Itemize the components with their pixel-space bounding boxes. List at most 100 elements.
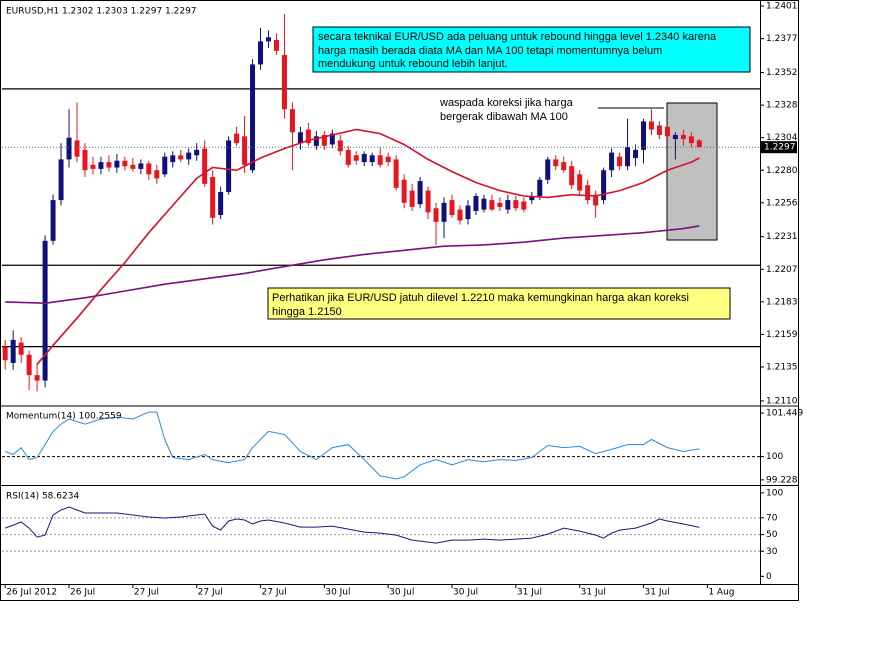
candle-body <box>465 205 471 220</box>
indicator-line <box>5 506 700 544</box>
candle-body <box>696 140 702 148</box>
candle-body <box>74 140 80 157</box>
candle-body <box>577 174 583 191</box>
note-box <box>267 287 731 320</box>
price-label: 1.2297 <box>764 143 796 153</box>
candle-body <box>561 162 567 171</box>
indicator-line <box>5 411 700 480</box>
candle-body <box>417 181 423 205</box>
candle-body <box>489 200 495 210</box>
y-tick-label: 101.449 <box>766 409 803 419</box>
annotation: Perhatikan jika EUR/USD jatuh dilevel 1.… <box>267 287 731 320</box>
candle-body <box>625 147 631 167</box>
moving-average <box>5 225 700 305</box>
main-layer: 1.2401 1.2377 1.2352 1.2328 1.2304 1.2280 1.22… <box>2 2 803 598</box>
y-tick-label: 1.2207 <box>766 265 798 275</box>
candle-body <box>305 129 311 144</box>
y-tick-label: 1.2256 <box>766 198 798 208</box>
annotation: secara teknikal EUR/USD ada peluang untu… <box>312 26 751 73</box>
candle-body <box>42 240 48 381</box>
candle-body <box>90 164 96 169</box>
price-label-box <box>761 141 797 154</box>
candle-body <box>497 202 503 207</box>
note-text: harga masih berada diata MA dan MA 100 t… <box>318 45 662 57</box>
y-tick-label: 1.2401 <box>766 2 798 12</box>
x-tick-label: 30 Jul <box>325 588 350 598</box>
y-tick-label: 99.228 <box>766 475 798 485</box>
x-tick-label: 26 Jul 2012 <box>6 588 57 598</box>
candle-body <box>82 149 88 171</box>
note-box <box>312 26 751 73</box>
candle-body <box>146 163 152 175</box>
candle-body <box>297 132 303 144</box>
candle-body <box>672 134 678 140</box>
candle-body <box>553 159 559 167</box>
note-text: secara teknikal EUR/USD ada peluang untu… <box>318 31 717 43</box>
annotation: waspada koreksi jika harga bergerak diba… <box>439 97 664 123</box>
candle-body <box>313 136 319 146</box>
y-tick-label: 1.2377 <box>766 34 798 44</box>
y-tick-label: 1.2159 <box>766 330 798 340</box>
candle-body <box>449 200 455 216</box>
candle-body <box>441 202 447 222</box>
candle-body <box>154 170 160 179</box>
candle-body <box>656 125 662 135</box>
moving-average <box>36 128 700 365</box>
x-tick-label: 26 Jul <box>70 588 95 598</box>
note-text: waspada koreksi jika harga <box>439 97 574 109</box>
y-tick-label: 1.2135 <box>766 363 798 373</box>
candle-body <box>377 155 383 165</box>
y-tick-label: 30 <box>766 547 778 557</box>
candle-body <box>289 109 295 133</box>
candle-body <box>202 148 208 184</box>
candle-body <box>337 140 343 152</box>
panel-title: Momentum(14) 100.2559 <box>6 412 122 422</box>
x-tick-label: 30 Jul <box>389 588 414 598</box>
x-tick-label: 27 Jul <box>134 588 159 598</box>
y-tick-label: 1.2328 <box>766 101 798 111</box>
candle-body <box>593 194 599 206</box>
candle-body <box>329 133 335 145</box>
candle-body <box>170 155 176 163</box>
candle-body <box>433 208 439 222</box>
y-tick-label: 1.2352 <box>766 68 798 78</box>
x-tick-label: 31 Jul <box>645 588 670 598</box>
candle-body <box>2 346 8 361</box>
candle-body <box>258 41 264 65</box>
candle-body <box>58 159 64 201</box>
y-tick-label: 1.2280 <box>766 166 798 176</box>
candle-body <box>688 136 694 144</box>
candle-body <box>537 179 543 197</box>
candle-body <box>34 375 40 381</box>
y-tick-label: 1.2231 <box>766 232 798 242</box>
candle-body <box>353 155 359 161</box>
candle-body <box>369 155 375 163</box>
candle-body <box>401 179 407 203</box>
candle-body <box>664 126 670 137</box>
y-tick-label: 70 <box>766 513 778 523</box>
candle-body <box>250 64 256 171</box>
note-text: hingga 1.2150 <box>272 306 342 318</box>
candle-body <box>393 159 399 188</box>
candle-body <box>481 198 487 210</box>
candle-body <box>505 200 511 210</box>
candle-body <box>106 162 112 168</box>
candle-body <box>130 164 136 169</box>
note-text: mendukung untuk rebound lebih lanjut. <box>318 58 508 70</box>
y-tick-label: 1.2183 <box>766 297 798 307</box>
candle-body <box>513 200 519 209</box>
candle-body <box>114 160 120 168</box>
candle-body <box>633 149 639 159</box>
candle-body <box>66 137 72 160</box>
y-tick-label: 1.2304 <box>766 133 798 143</box>
candle-body <box>194 149 200 156</box>
candle-body <box>521 201 527 210</box>
candle-body <box>26 354 32 376</box>
candle-body <box>345 149 351 165</box>
candle-body <box>50 200 56 241</box>
candle-body <box>281 54 287 110</box>
candle-body <box>545 159 551 180</box>
highlight-box <box>666 102 718 241</box>
